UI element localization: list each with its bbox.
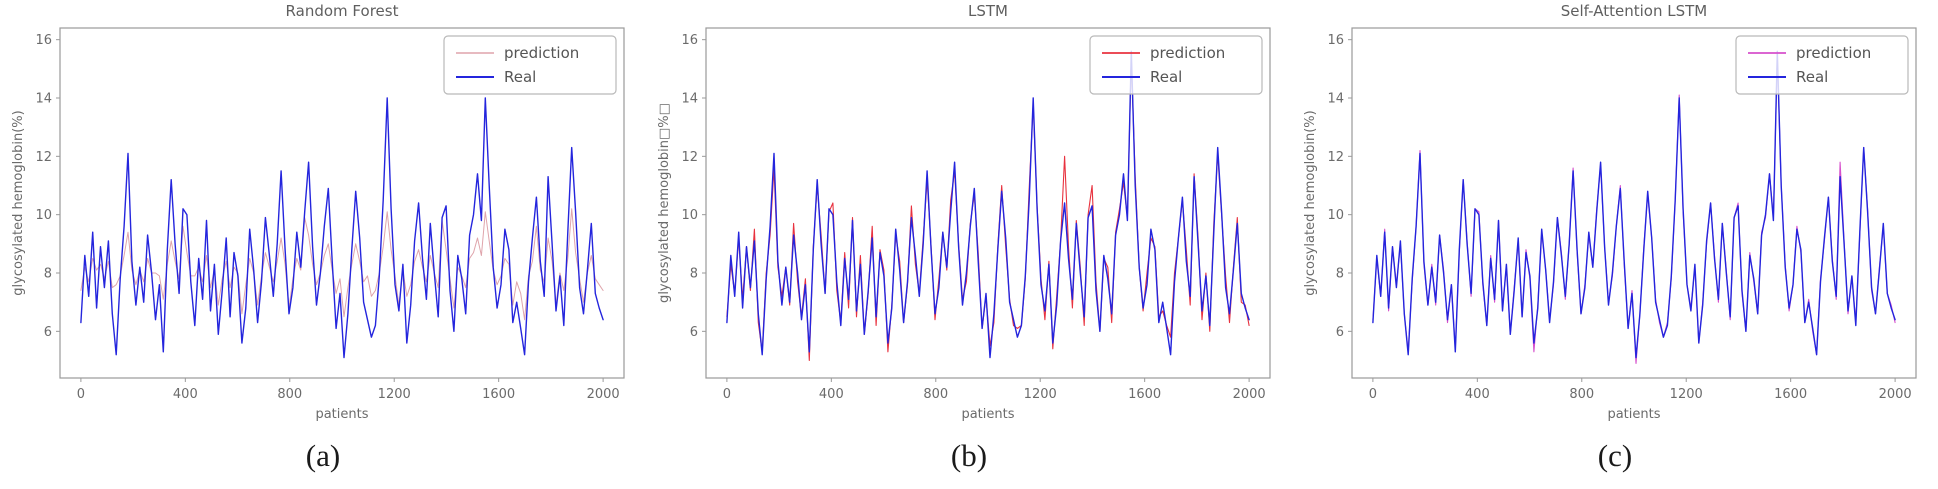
x-tick-label: 1600 xyxy=(1774,387,1807,402)
legend-box xyxy=(443,35,617,95)
x-tick-label: 400 xyxy=(819,387,844,402)
y-tick-label: 14 xyxy=(35,92,52,107)
y-tick-label: 16 xyxy=(1327,33,1344,48)
x-tick-label: 800 xyxy=(1569,387,1594,402)
x-tick-label: 400 xyxy=(1465,387,1490,402)
y-tick-label: 6 xyxy=(44,325,52,340)
x-tick-label: 0 xyxy=(723,387,731,402)
x-axis-label: patients xyxy=(1607,407,1660,422)
chart-title: Random Forest xyxy=(286,2,399,20)
chart-title: LSTM xyxy=(968,2,1008,20)
y-tick-label: 14 xyxy=(1327,92,1344,107)
y-tick-label: 10 xyxy=(681,208,698,223)
random-forest-chart: Random Forest 6 8 10 12 14 16 0 400 800 1200 1600 20… xyxy=(11,2,625,422)
caption-b: (b) xyxy=(950,438,988,473)
legend: prediction Real xyxy=(443,35,617,95)
x-tick-label: 800 xyxy=(277,387,302,402)
caption-a: (a) xyxy=(305,438,341,473)
y-axis-label: glycosylated hemoglobin(%) xyxy=(11,110,26,295)
legend-box xyxy=(1089,35,1263,95)
y-tick-label: 10 xyxy=(35,208,52,223)
y-tick-label: 8 xyxy=(44,267,52,282)
y-tick-label: 10 xyxy=(1327,208,1344,223)
x-tick-label: 2000 xyxy=(1233,387,1266,402)
legend-label-real: Real xyxy=(1796,68,1828,86)
chart-title: Self-Attention LSTM xyxy=(1561,2,1707,20)
series-line-real xyxy=(80,97,604,359)
x-tick-label: 1200 xyxy=(1024,387,1057,402)
caption-c: (c) xyxy=(1597,438,1633,473)
x-axis-label: patients xyxy=(315,407,368,422)
y-tick-label: 12 xyxy=(1327,150,1344,165)
legend-label-prediction: prediction xyxy=(504,44,579,62)
legend-label-real: Real xyxy=(1150,68,1182,86)
y-tick-label: 14 xyxy=(681,92,698,107)
y-tick-label: 16 xyxy=(681,33,698,48)
self-attention-lstm-chart: Self-Attention LSTM 6 8 10 12 14 16 0 400 800 1200… xyxy=(1303,2,1917,422)
legend-label-prediction: prediction xyxy=(1796,44,1871,62)
legend-label-real: Real xyxy=(504,68,536,86)
y-tick-label: 8 xyxy=(1336,267,1344,282)
x-axis-label: patients xyxy=(961,407,1014,422)
y-tick-label: 6 xyxy=(1336,325,1344,340)
x-tick-label: 800 xyxy=(923,387,948,402)
lstm-chart: LSTM 6 8 10 12 14 16 0 400 800 1200 1600 2000 patient… xyxy=(657,2,1271,422)
series-line-real xyxy=(726,50,1250,359)
legend-label-prediction: prediction xyxy=(1150,44,1225,62)
y-axis-label: glycosylated hemoglobin□%□ xyxy=(657,103,672,303)
legend: prediction Real xyxy=(1089,35,1263,95)
x-tick-label: 0 xyxy=(1369,387,1377,402)
legend: prediction Real xyxy=(1735,35,1909,95)
chart-block-random-forest: Random Forest 6 8 10 12 14 16 0 400 800 1200 1600 20… xyxy=(0,0,646,489)
y-tick-label: 8 xyxy=(690,267,698,282)
x-tick-label: 0 xyxy=(77,387,85,402)
x-tick-label: 1600 xyxy=(1128,387,1161,402)
series-line-prediction xyxy=(80,208,604,321)
legend-box xyxy=(1735,35,1909,95)
chart-block-self-attention-lstm: Self-Attention LSTM 6 8 10 12 14 16 0 400 800 1200… xyxy=(1292,0,1938,489)
x-tick-label: 2000 xyxy=(587,387,620,402)
chart-block-lstm: LSTM 6 8 10 12 14 16 0 400 800 1200 1600 2000 patient… xyxy=(646,0,1292,489)
x-tick-label: 2000 xyxy=(1879,387,1912,402)
x-tick-label: 1200 xyxy=(378,387,411,402)
y-tick-label: 12 xyxy=(681,150,698,165)
y-tick-label: 16 xyxy=(35,33,52,48)
y-tick-label: 12 xyxy=(35,150,52,165)
series-line-real xyxy=(1372,50,1896,359)
y-axis-label: glycosylated hemoglobin(%) xyxy=(1303,110,1318,295)
x-tick-label: 1600 xyxy=(482,387,515,402)
y-tick-label: 6 xyxy=(690,325,698,340)
x-tick-label: 1200 xyxy=(1670,387,1703,402)
x-tick-label: 400 xyxy=(173,387,198,402)
